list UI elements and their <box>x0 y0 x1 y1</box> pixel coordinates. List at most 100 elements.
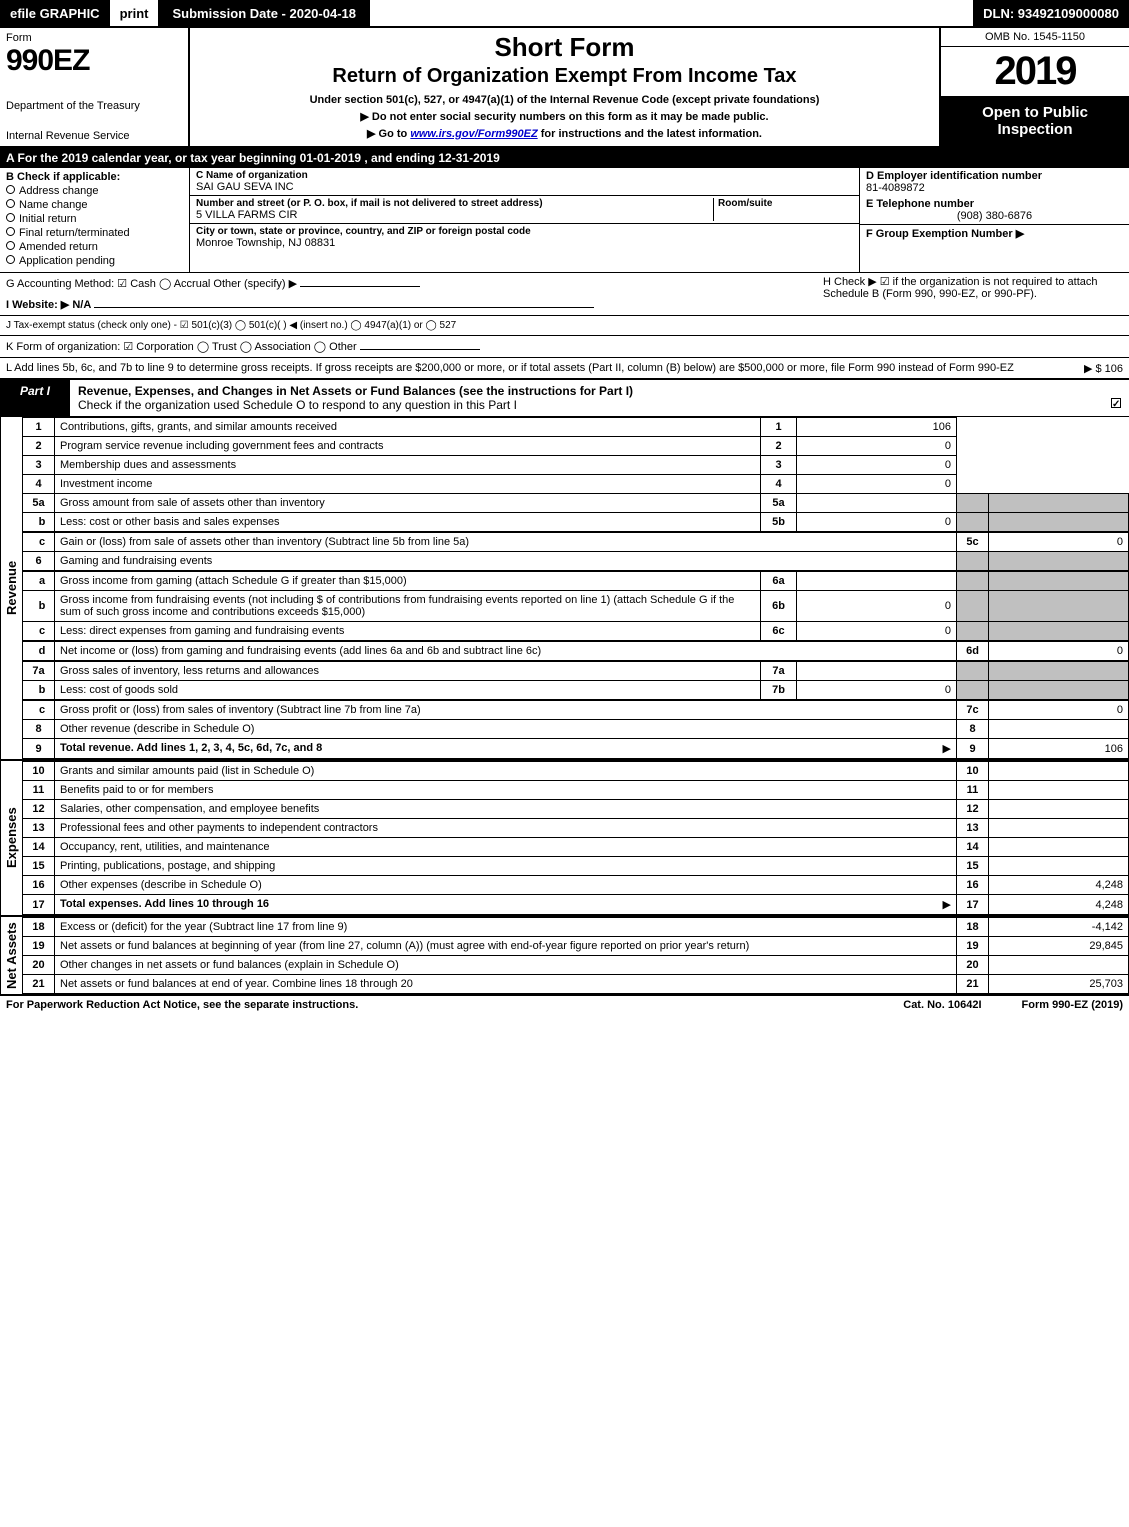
revenue-table-2: cGain or (loss) from sale of assets othe… <box>22 532 1129 571</box>
row-l-text: L Add lines 5b, 6c, and 7b to line 9 to … <box>6 362 1014 374</box>
phone-value: (908) 380-6876 <box>866 210 1123 222</box>
row-k-form-org: K Form of organization: ☑ Corporation ◯ … <box>0 336 1129 358</box>
line-6a: aGross income from gaming (attach Schedu… <box>23 572 1129 591</box>
ein-cell: D Employer identification number 81-4089… <box>860 168 1129 196</box>
line-14: 14Occupancy, rent, utilities, and mainte… <box>23 838 1129 857</box>
line-6c: cLess: direct expenses from gaming and f… <box>23 622 1129 641</box>
ein-label: D Employer identification number <box>866 170 1123 182</box>
line-21: 21Net assets or fund balances at end of … <box>23 975 1129 994</box>
phone-cell: E Telephone number (908) 380-6876 <box>860 196 1129 225</box>
part-1-title: Revenue, Expenses, and Changes in Net As… <box>70 380 1129 416</box>
line-15: 15Printing, publications, postage, and s… <box>23 857 1129 876</box>
subtitle-ssn: ▶ Do not enter social security numbers o… <box>198 110 931 123</box>
accounting-other-input[interactable] <box>300 286 420 287</box>
line-19: 19Net assets or fund balances at beginni… <box>23 937 1129 956</box>
city-label: City or town, state or province, country… <box>196 226 853 237</box>
part-1-check-text: Check if the organization used Schedule … <box>78 398 517 412</box>
line-2: 2Program service revenue including gover… <box>23 437 1129 456</box>
section-c: C Name of organization SAI GAU SEVA INC … <box>190 168 859 272</box>
submission-date: Submission Date - 2020-04-18 <box>158 0 370 26</box>
line-6b: bGross income from fundraising events (n… <box>23 591 1129 622</box>
line-7c: cGross profit or (loss) from sales of in… <box>23 701 1129 720</box>
street-cell: Number and street (or P. O. box, if mail… <box>190 196 859 224</box>
line-9: 9Total revenue. Add lines 1, 2, 3, 4, 5c… <box>23 739 1129 759</box>
group-exemption-label: F Group Exemption Number ▶ <box>866 227 1123 240</box>
form-label: Form <box>6 32 182 44</box>
header-mid: Short Form Return of Organization Exempt… <box>190 28 939 146</box>
line-6: 6Gaming and fundraising events <box>23 552 1129 571</box>
tax-year: 2019 <box>941 47 1129 96</box>
check-initial-return[interactable]: Initial return <box>6 213 183 225</box>
phone-label: E Telephone number <box>866 198 1123 210</box>
revenue-table-5: 7aGross sales of inventory, less returns… <box>22 661 1129 700</box>
check-amended-return[interactable]: Amended return <box>6 241 183 253</box>
row-k-other-input[interactable] <box>360 349 480 350</box>
row-a-tax-year: A For the 2019 calendar year, or tax yea… <box>0 148 1129 168</box>
revenue-table: 1Contributions, gifts, grants, and simil… <box>22 417 1129 532</box>
line-5b: bLess: cost or other basis and sales exp… <box>23 513 1129 532</box>
line-18: 18Excess or (deficit) for the year (Subt… <box>23 918 1129 937</box>
revenue-label: Revenue <box>0 417 22 759</box>
footer-catno: Cat. No. 10642I <box>903 999 981 1011</box>
website-input[interactable] <box>94 307 594 308</box>
org-name-cell: C Name of organization SAI GAU SEVA INC <box>190 168 859 196</box>
website-label: I Website: ▶ N/A <box>6 299 91 311</box>
form-header: Form 990EZ Department of the Treasury In… <box>0 28 1129 148</box>
accounting-method: G Accounting Method: ☑ Cash ◯ Accrual Ot… <box>6 278 297 290</box>
section-d-e-f: D Employer identification number 81-4089… <box>859 168 1129 272</box>
part-1-checkbox[interactable] <box>1111 398 1121 408</box>
omb-number: OMB No. 1545-1150 <box>941 28 1129 47</box>
section-b: B Check if applicable: Address change Na… <box>0 168 190 272</box>
line-12: 12Salaries, other compensation, and empl… <box>23 800 1129 819</box>
ein-value: 81-4089872 <box>866 182 1123 194</box>
dept-treasury: Department of the Treasury <box>6 100 182 112</box>
row-h-schedule-b: H Check ▶ ☑ if the organization is not r… <box>823 275 1123 300</box>
line-8: 8Other revenue (describe in Schedule O)8 <box>23 720 1129 739</box>
subtitle-goto: ▶ Go to www.irs.gov/Form990EZ for instru… <box>198 127 931 140</box>
print-label[interactable]: print <box>110 1 159 26</box>
check-final-return[interactable]: Final return/terminated <box>6 227 183 239</box>
line-4: 4Investment income40 <box>23 475 1129 494</box>
net-assets-table: 18Excess or (deficit) for the year (Subt… <box>22 917 1129 994</box>
expenses-table: 10Grants and similar amounts paid (list … <box>22 761 1129 915</box>
title-return: Return of Organization Exempt From Incom… <box>198 65 931 88</box>
revenue-table-4: dNet income or (loss) from gaming and fu… <box>22 641 1129 661</box>
row-l-amount: ▶ $ 106 <box>1084 362 1123 375</box>
org-name-value: SAI GAU SEVA INC <box>196 181 853 193</box>
header-right: OMB No. 1545-1150 2019 Open to Public In… <box>939 28 1129 146</box>
title-short-form: Short Form <box>198 32 931 63</box>
line-6d: dNet income or (loss) from gaming and fu… <box>23 642 1129 661</box>
top-bar: efile GRAPHIC print Submission Date - 20… <box>0 0 1129 28</box>
section-b-title: B Check if applicable: <box>6 171 183 183</box>
goto-pre: ▶ Go to <box>367 128 410 140</box>
check-application-pending[interactable]: Application pending <box>6 255 183 267</box>
irs-link[interactable]: www.irs.gov/Form990EZ <box>410 128 537 140</box>
check-name-change[interactable]: Name change <box>6 199 183 211</box>
net-assets-section: Net Assets 18Excess or (deficit) for the… <box>0 917 1129 996</box>
line-11: 11Benefits paid to or for members11 <box>23 781 1129 800</box>
street-value: 5 VILLA FARMS CIR <box>196 209 713 221</box>
line-5c: cGain or (loss) from sale of assets othe… <box>23 533 1129 552</box>
expenses-label: Expenses <box>0 761 22 915</box>
efile-label: efile GRAPHIC <box>0 0 110 26</box>
line-7b: bLess: cost of goods sold7b0 <box>23 681 1129 700</box>
revenue-table-3: aGross income from gaming (attach Schedu… <box>22 571 1129 641</box>
revenue-table-6: cGross profit or (loss) from sales of in… <box>22 700 1129 759</box>
part-1-header: Part I Revenue, Expenses, and Changes in… <box>0 379 1129 417</box>
footer-form: Form 990-EZ (2019) <box>1022 999 1123 1011</box>
street-label: Number and street (or P. O. box, if mail… <box>196 198 713 209</box>
footer-paperwork: For Paperwork Reduction Act Notice, see … <box>6 999 358 1011</box>
expenses-section: Expenses 10Grants and similar amounts pa… <box>0 761 1129 917</box>
line-16: 16Other expenses (describe in Schedule O… <box>23 876 1129 895</box>
dept-irs: Internal Revenue Service <box>6 130 182 142</box>
dln-label: DLN: 93492109000080 <box>973 0 1129 26</box>
page-footer: For Paperwork Reduction Act Notice, see … <box>0 996 1129 1014</box>
org-name-label: C Name of organization <box>196 170 853 181</box>
subtitle-section: Under section 501(c), 527, or 4947(a)(1)… <box>198 94 931 106</box>
form-name: 990EZ <box>6 44 182 78</box>
check-address-change[interactable]: Address change <box>6 185 183 197</box>
line-3: 3Membership dues and assessments30 <box>23 456 1129 475</box>
open-to-public: Open to Public Inspection <box>941 96 1129 146</box>
row-k-text: K Form of organization: ☑ Corporation ◯ … <box>6 341 357 353</box>
row-l-gross-receipts: L Add lines 5b, 6c, and 7b to line 9 to … <box>0 358 1129 379</box>
